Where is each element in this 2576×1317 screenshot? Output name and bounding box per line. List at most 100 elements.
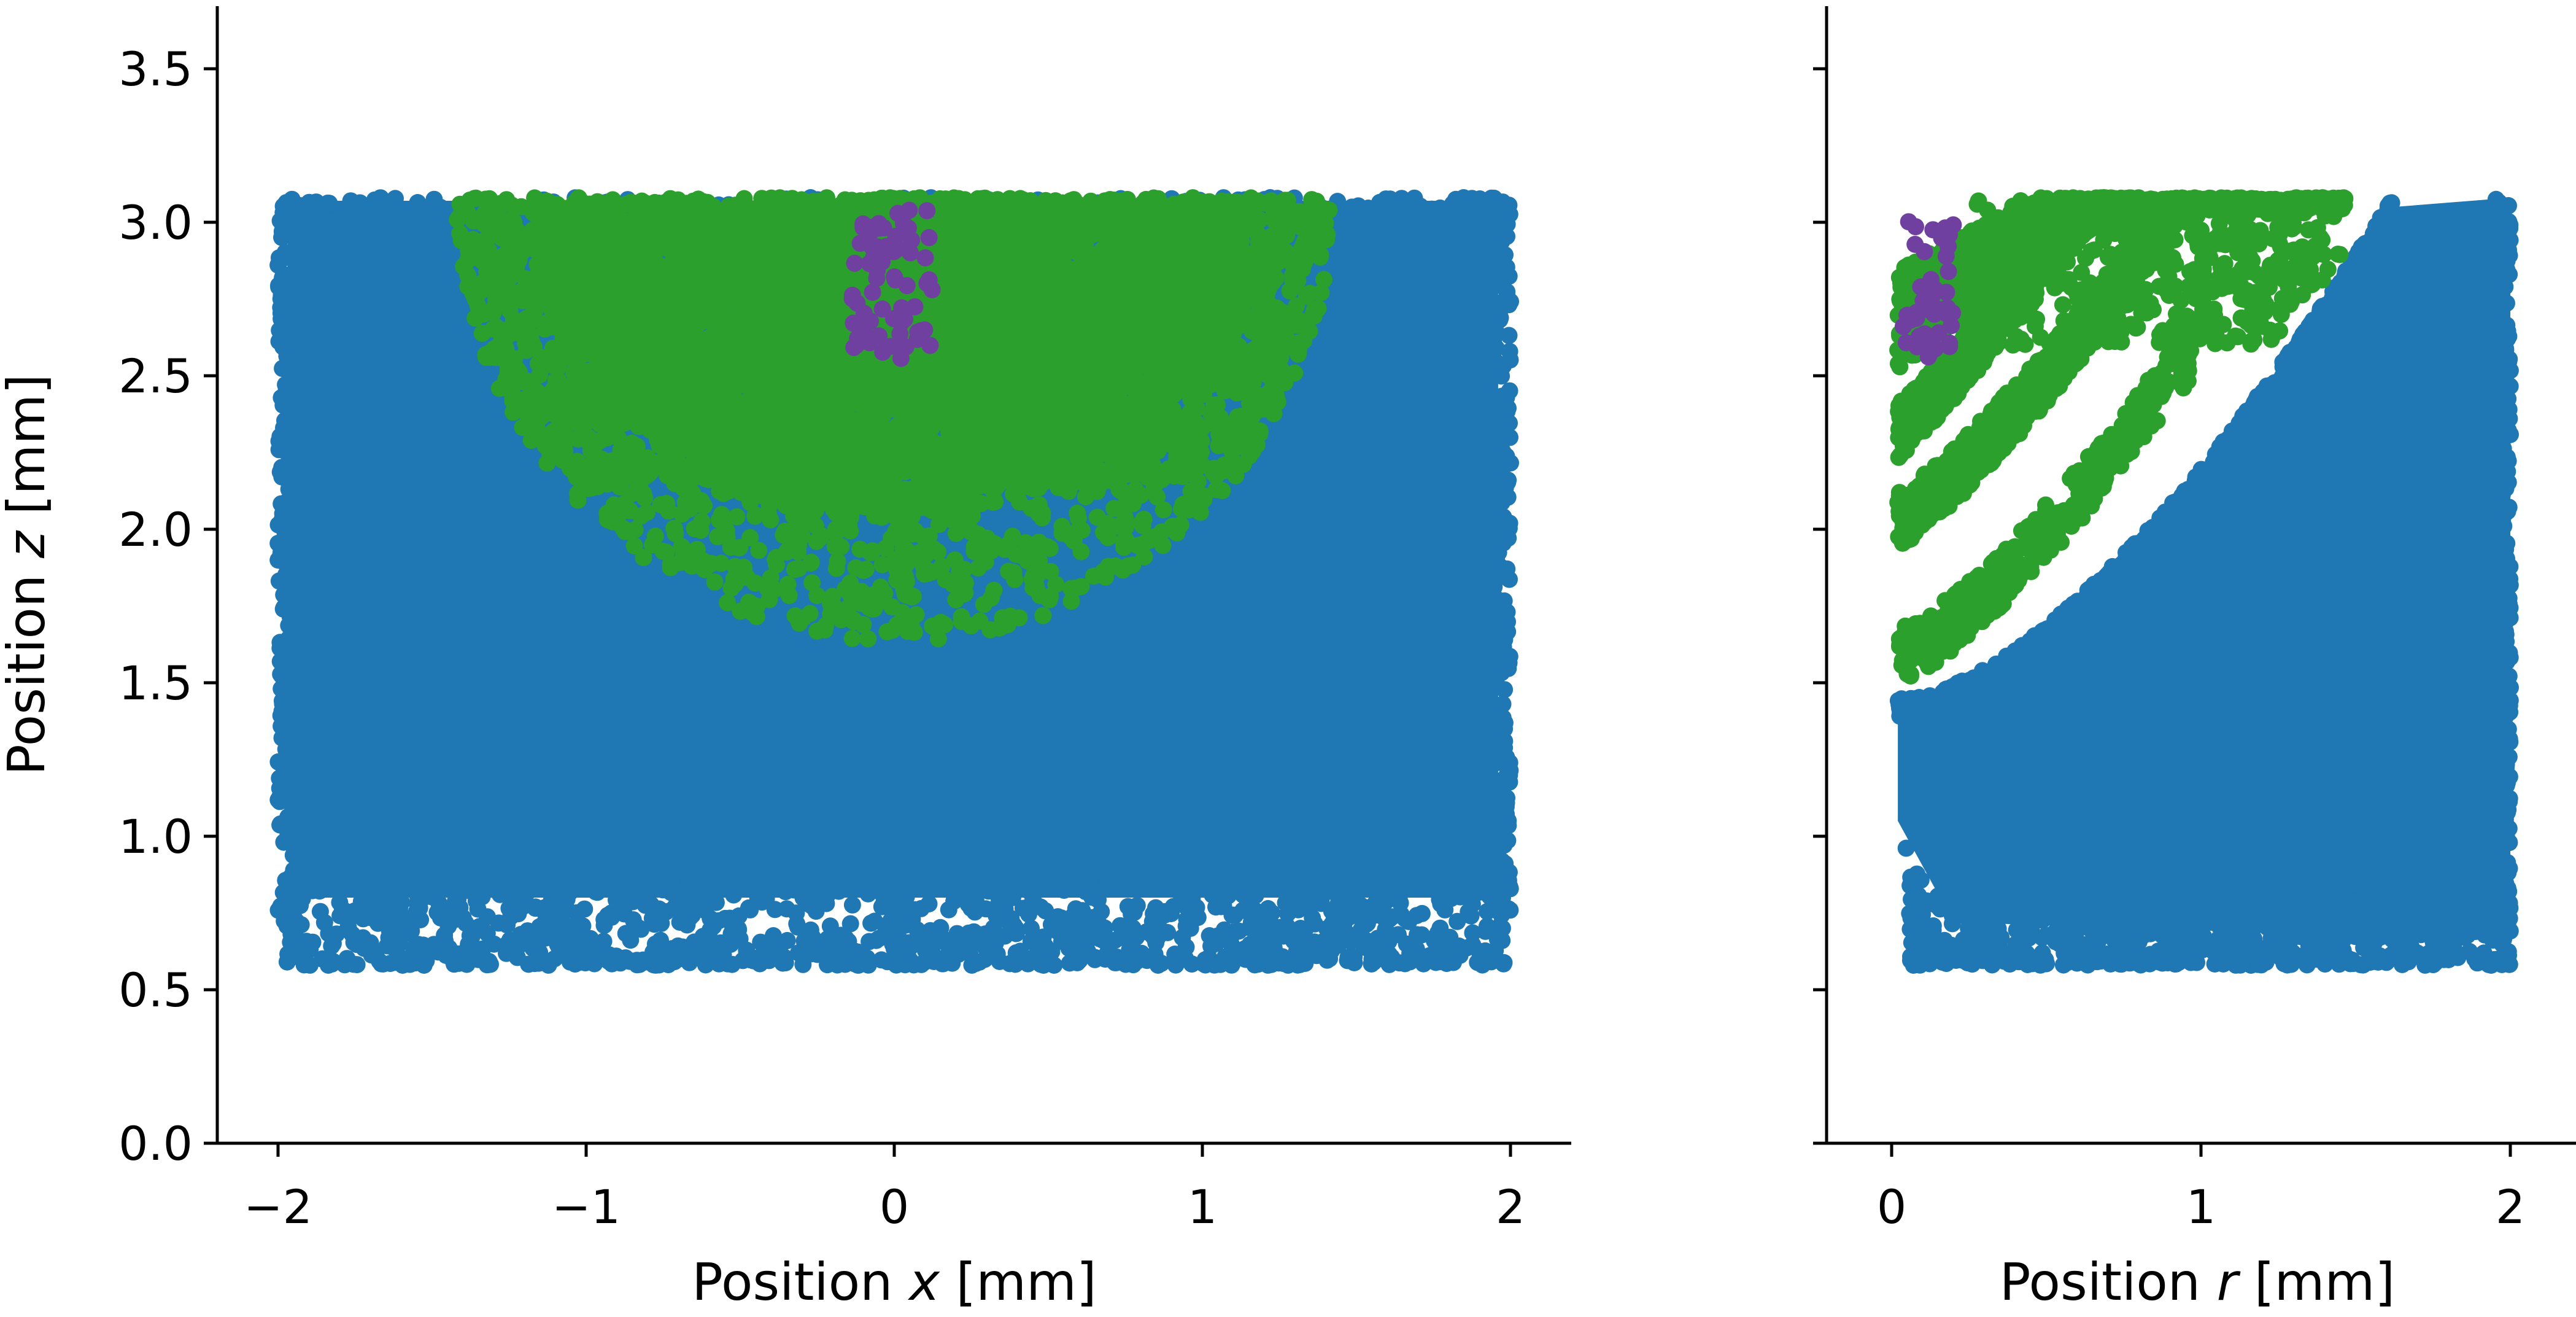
blue-point <box>391 934 409 952</box>
blue-point <box>1096 919 1113 937</box>
blue-point <box>819 956 836 974</box>
blue-point <box>526 933 544 950</box>
blue-point <box>694 928 712 946</box>
blue-point <box>831 939 849 957</box>
blue-point <box>354 936 372 954</box>
blue-point <box>276 249 293 266</box>
blue-point <box>277 327 295 344</box>
blue-point <box>1498 758 1515 775</box>
blue-point <box>684 896 702 913</box>
blue-point <box>1291 956 1309 973</box>
blue-point <box>798 934 816 952</box>
blue-point <box>1176 870 1194 888</box>
blue-point <box>269 551 287 569</box>
blue-point <box>342 192 360 210</box>
blue-point <box>1479 649 1496 667</box>
blue-point <box>1143 912 1161 930</box>
blue-point <box>1352 921 1370 939</box>
blue-point <box>394 957 411 974</box>
blue-point <box>1447 213 1465 231</box>
blue-point <box>1066 909 1084 927</box>
blue-point <box>541 854 559 871</box>
blue-point <box>599 906 617 924</box>
blue-point <box>1339 949 1357 966</box>
green-point <box>750 542 768 559</box>
blue-point <box>1008 925 1025 942</box>
blue-point <box>327 863 344 881</box>
blue-point <box>973 853 991 871</box>
blue-point <box>1374 940 1391 958</box>
blue-point <box>373 955 390 973</box>
blue-point <box>1140 858 1158 876</box>
blue-point <box>1485 740 1503 758</box>
blue-point <box>874 863 892 881</box>
blue-point <box>738 879 756 896</box>
blue-point <box>1002 910 1020 927</box>
blue-point <box>518 884 536 901</box>
blue-point <box>1493 931 1511 949</box>
blue-point <box>684 944 702 962</box>
blue-point <box>292 462 309 480</box>
blue-point <box>953 944 971 961</box>
blue-point <box>938 876 956 893</box>
blue-point <box>843 896 861 914</box>
blue-point <box>422 196 439 214</box>
blue-point <box>1485 418 1502 436</box>
blue-point <box>888 857 906 875</box>
blue-point <box>1367 853 1385 871</box>
blue-point <box>645 956 663 974</box>
blue-point <box>902 911 919 929</box>
blue-point <box>366 852 384 870</box>
blue-point <box>978 942 996 960</box>
blue-point <box>1495 534 1512 552</box>
blue-point <box>407 861 425 879</box>
blue-point <box>1119 898 1137 915</box>
blue-point <box>787 904 805 922</box>
blue-point <box>1500 296 1518 314</box>
blue-point <box>1177 949 1194 967</box>
blue-point <box>1048 922 1066 940</box>
blue-point <box>735 861 753 879</box>
blue-point <box>741 901 759 919</box>
blue-point <box>1102 879 1120 897</box>
blue-point <box>293 621 311 639</box>
blue-point <box>1022 884 1040 902</box>
blue-point <box>292 480 309 497</box>
blue-point <box>1234 886 1252 904</box>
blue-point <box>884 915 902 933</box>
blue-point <box>778 931 796 949</box>
blue-point <box>274 780 292 798</box>
blue-point <box>1461 906 1479 924</box>
left-scatter-points <box>269 189 1519 974</box>
blue-point <box>660 857 678 874</box>
blue-point <box>1464 936 1482 954</box>
blue-point <box>1487 562 1505 580</box>
blue-point <box>1477 328 1495 346</box>
blue-point <box>759 874 777 892</box>
blue-point <box>1391 894 1409 912</box>
blue-point <box>280 381 298 398</box>
blue-point <box>567 915 585 933</box>
blue-point <box>271 639 289 657</box>
blue-point <box>467 892 485 910</box>
blue-point <box>1247 859 1265 876</box>
blue-point <box>1088 852 1105 869</box>
blue-point <box>1493 906 1510 924</box>
blue-point <box>1157 866 1175 884</box>
blue-point <box>292 257 309 274</box>
blue-point <box>1196 951 1214 969</box>
blue-point <box>886 940 903 958</box>
blue-point <box>1023 920 1040 937</box>
blue-point <box>1494 209 1511 227</box>
blue-point <box>273 667 290 684</box>
blue-point <box>1293 871 1310 889</box>
blue-point <box>847 868 865 885</box>
blue-point <box>279 833 296 850</box>
blue-point <box>447 892 465 910</box>
blue-point <box>1486 827 1504 845</box>
blue-point <box>862 914 880 932</box>
blue-point <box>269 516 287 534</box>
blue-point <box>1499 623 1517 640</box>
blue-point <box>1478 211 1496 228</box>
